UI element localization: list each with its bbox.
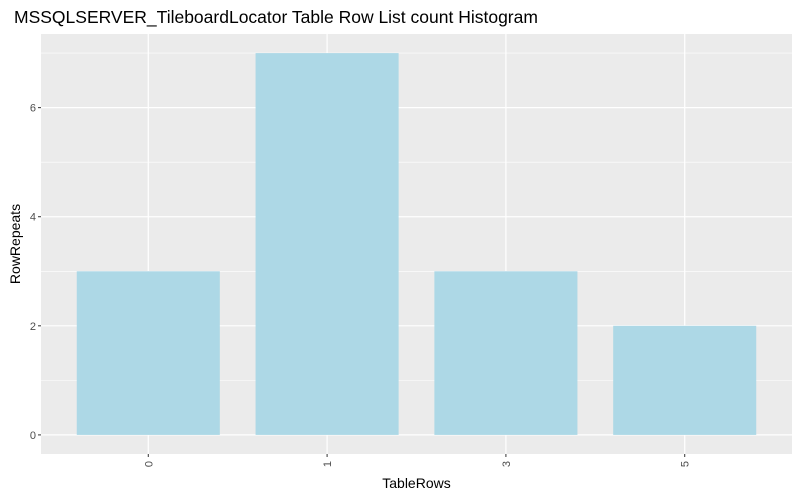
x-tick-label: 5 [680,461,692,467]
chart-title: MSSQLSERVER_TileboardLocator Table Row L… [14,7,538,28]
y-tick-label: 2 [30,321,36,333]
bars [76,53,757,435]
bar-0 [76,271,220,435]
y-tick-label: 0 [30,430,36,442]
y-axis-title: RowRepeats [7,204,23,284]
y-tick-label: 6 [30,103,36,115]
bar-5 [613,325,757,435]
x-axis: 0 1 3 5 [143,454,692,467]
x-tick-label: 0 [143,461,155,467]
x-tick-label: 1 [322,461,334,467]
y-axis: 0 2 4 6 [30,103,41,442]
bar-3 [434,271,578,435]
bar-1 [255,53,399,435]
x-axis-title: TableRows [382,475,450,491]
y-tick-label: 4 [30,212,36,224]
x-tick-label: 3 [501,461,513,467]
